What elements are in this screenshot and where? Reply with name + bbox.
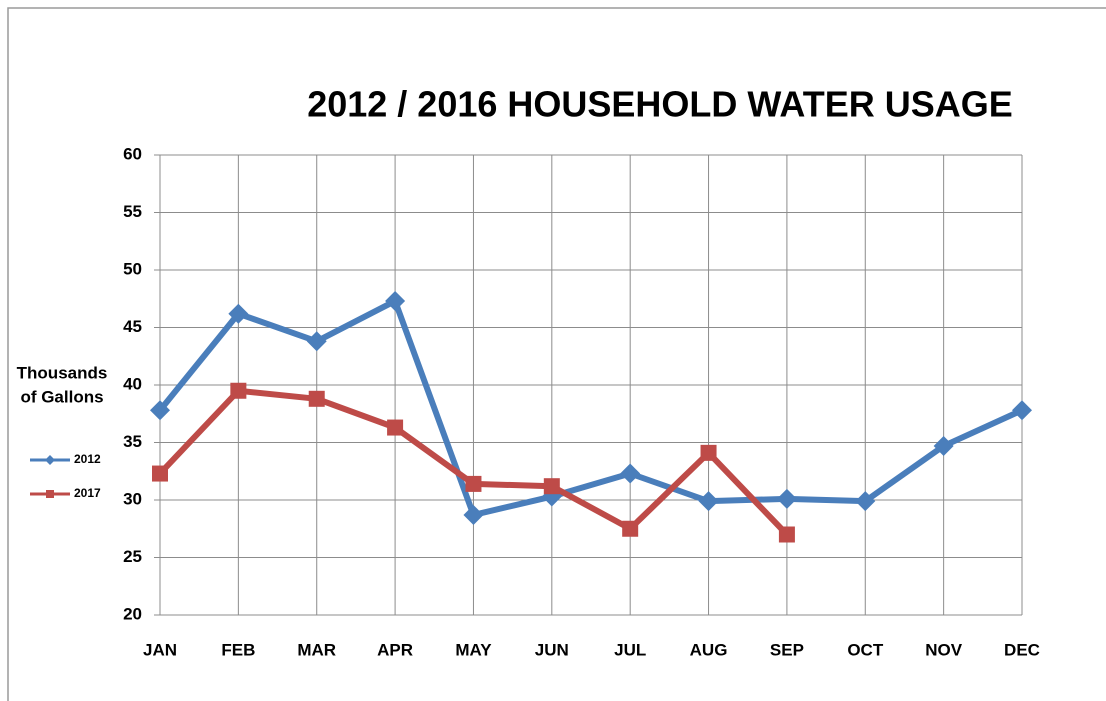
marker — [228, 303, 249, 324]
y-tick-label: 50 — [123, 259, 142, 278]
marker — [622, 520, 639, 537]
x-tick-label: JAN — [143, 640, 177, 659]
marker — [465, 475, 482, 492]
y-tick-label: 55 — [123, 202, 142, 221]
marker — [45, 455, 55, 465]
chart-title: 2012 / 2016 HOUSEHOLD WATER USAGE — [307, 84, 1013, 125]
x-tick-label: DEC — [1004, 640, 1040, 659]
marker — [776, 488, 797, 509]
marker — [1012, 400, 1032, 421]
marker — [463, 504, 484, 525]
series-line — [157, 298, 1024, 518]
legend-label: 2017 — [74, 486, 101, 500]
marker — [46, 490, 54, 498]
marker — [933, 435, 954, 456]
y-axis-label: Thousands — [17, 363, 108, 382]
marker — [230, 382, 247, 399]
marker — [543, 478, 560, 495]
x-tick-label: MAY — [455, 640, 492, 659]
legend-label: 2012 — [74, 452, 101, 466]
marker — [308, 390, 325, 407]
x-tick-label: AUG — [690, 640, 728, 659]
marker — [387, 419, 404, 436]
x-tick-label: NOV — [925, 640, 963, 659]
y-tick-label: 35 — [123, 432, 142, 451]
marker — [778, 526, 795, 543]
x-tick-label: OCT — [847, 640, 884, 659]
marker — [385, 291, 406, 312]
marker — [855, 491, 876, 512]
marker — [700, 444, 717, 461]
marker — [306, 331, 327, 352]
x-tick-label: JUL — [614, 640, 646, 659]
marker — [150, 400, 170, 421]
marker — [698, 491, 719, 512]
y-tick-label: 40 — [123, 374, 142, 393]
x-tick-label: JUN — [535, 640, 569, 659]
x-tick-label: SEP — [770, 640, 804, 659]
y-axis-label: of Gallons — [20, 387, 103, 406]
x-tick-label: APR — [377, 640, 413, 659]
y-tick-label: 20 — [123, 604, 142, 623]
y-tick-label: 30 — [123, 489, 142, 508]
x-tick-label: FEB — [221, 640, 255, 659]
chart-frame — [7, 7, 1106, 701]
marker — [620, 463, 641, 484]
y-tick-label: 25 — [123, 547, 142, 566]
x-tick-label: MAR — [297, 640, 336, 659]
marker — [152, 465, 168, 482]
y-tick-label: 60 — [123, 144, 142, 163]
y-tick-label: 45 — [123, 317, 142, 336]
